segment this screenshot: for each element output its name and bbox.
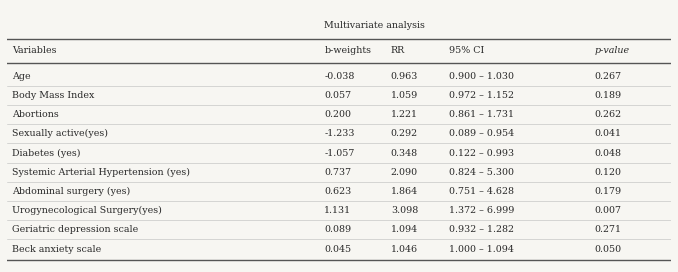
Text: Sexually active(yes): Sexually active(yes): [12, 129, 108, 138]
Text: Diabetes (yes): Diabetes (yes): [12, 149, 81, 157]
Text: b-weights: b-weights: [324, 46, 372, 55]
Text: Abdominal surgery (yes): Abdominal surgery (yes): [12, 187, 130, 196]
Text: 0.057: 0.057: [324, 91, 351, 100]
Text: Systemic Arterial Hypertension (yes): Systemic Arterial Hypertension (yes): [12, 168, 190, 177]
Text: Multivariate analysis: Multivariate analysis: [324, 21, 425, 30]
Text: 0.050: 0.050: [595, 245, 622, 254]
Text: 0.120: 0.120: [595, 168, 622, 177]
Text: 0.271: 0.271: [595, 225, 622, 234]
Text: -1.233: -1.233: [324, 129, 355, 138]
Text: 1.372 – 6.999: 1.372 – 6.999: [449, 206, 514, 215]
Text: Beck anxiety scale: Beck anxiety scale: [12, 245, 101, 254]
Text: 0.932 – 1.282: 0.932 – 1.282: [449, 225, 514, 234]
Text: 2.090: 2.090: [391, 168, 418, 177]
Text: 0.963: 0.963: [391, 72, 418, 81]
Text: RR: RR: [391, 46, 405, 55]
Text: Geriatric depression scale: Geriatric depression scale: [12, 225, 138, 234]
Text: -1.057: -1.057: [324, 149, 355, 157]
Text: 1.059: 1.059: [391, 91, 418, 100]
Text: 0.292: 0.292: [391, 129, 418, 138]
Text: 0.737: 0.737: [324, 168, 351, 177]
Text: 0.189: 0.189: [595, 91, 622, 100]
Text: -0.038: -0.038: [324, 72, 355, 81]
Text: 95% CI: 95% CI: [449, 46, 484, 55]
Text: 1.221: 1.221: [391, 110, 418, 119]
Text: 0.900 – 1.030: 0.900 – 1.030: [449, 72, 514, 81]
Text: 0.348: 0.348: [391, 149, 418, 157]
Text: 1.131: 1.131: [324, 206, 351, 215]
Text: 1.094: 1.094: [391, 225, 418, 234]
Text: Variables: Variables: [12, 46, 56, 55]
Text: Abortions: Abortions: [12, 110, 59, 119]
Text: 0.089 – 0.954: 0.089 – 0.954: [449, 129, 514, 138]
Text: 0.048: 0.048: [595, 149, 622, 157]
Text: 0.861 – 1.731: 0.861 – 1.731: [449, 110, 514, 119]
Text: 1.046: 1.046: [391, 245, 418, 254]
Text: 1.864: 1.864: [391, 187, 418, 196]
Text: 0.045: 0.045: [324, 245, 351, 254]
Text: Body Mass Index: Body Mass Index: [12, 91, 94, 100]
Text: 0.623: 0.623: [324, 187, 352, 196]
Text: 0.179: 0.179: [595, 187, 622, 196]
Text: 0.824 – 5.300: 0.824 – 5.300: [449, 168, 514, 177]
Text: 1.000 – 1.094: 1.000 – 1.094: [449, 245, 513, 254]
Text: 0.972 – 1.152: 0.972 – 1.152: [449, 91, 514, 100]
Text: 0.041: 0.041: [595, 129, 622, 138]
Text: 0.122 – 0.993: 0.122 – 0.993: [449, 149, 514, 157]
Text: 0.262: 0.262: [595, 110, 622, 119]
Text: 0.751 – 4.628: 0.751 – 4.628: [449, 187, 514, 196]
Text: 0.007: 0.007: [595, 206, 622, 215]
Text: p-value: p-value: [595, 46, 630, 55]
Text: 3.098: 3.098: [391, 206, 418, 215]
Text: Urogynecological Surgery(yes): Urogynecological Surgery(yes): [12, 206, 162, 215]
Text: 0.200: 0.200: [324, 110, 351, 119]
Text: 0.267: 0.267: [595, 72, 622, 81]
Text: 0.089: 0.089: [324, 225, 351, 234]
Text: Age: Age: [12, 72, 31, 81]
